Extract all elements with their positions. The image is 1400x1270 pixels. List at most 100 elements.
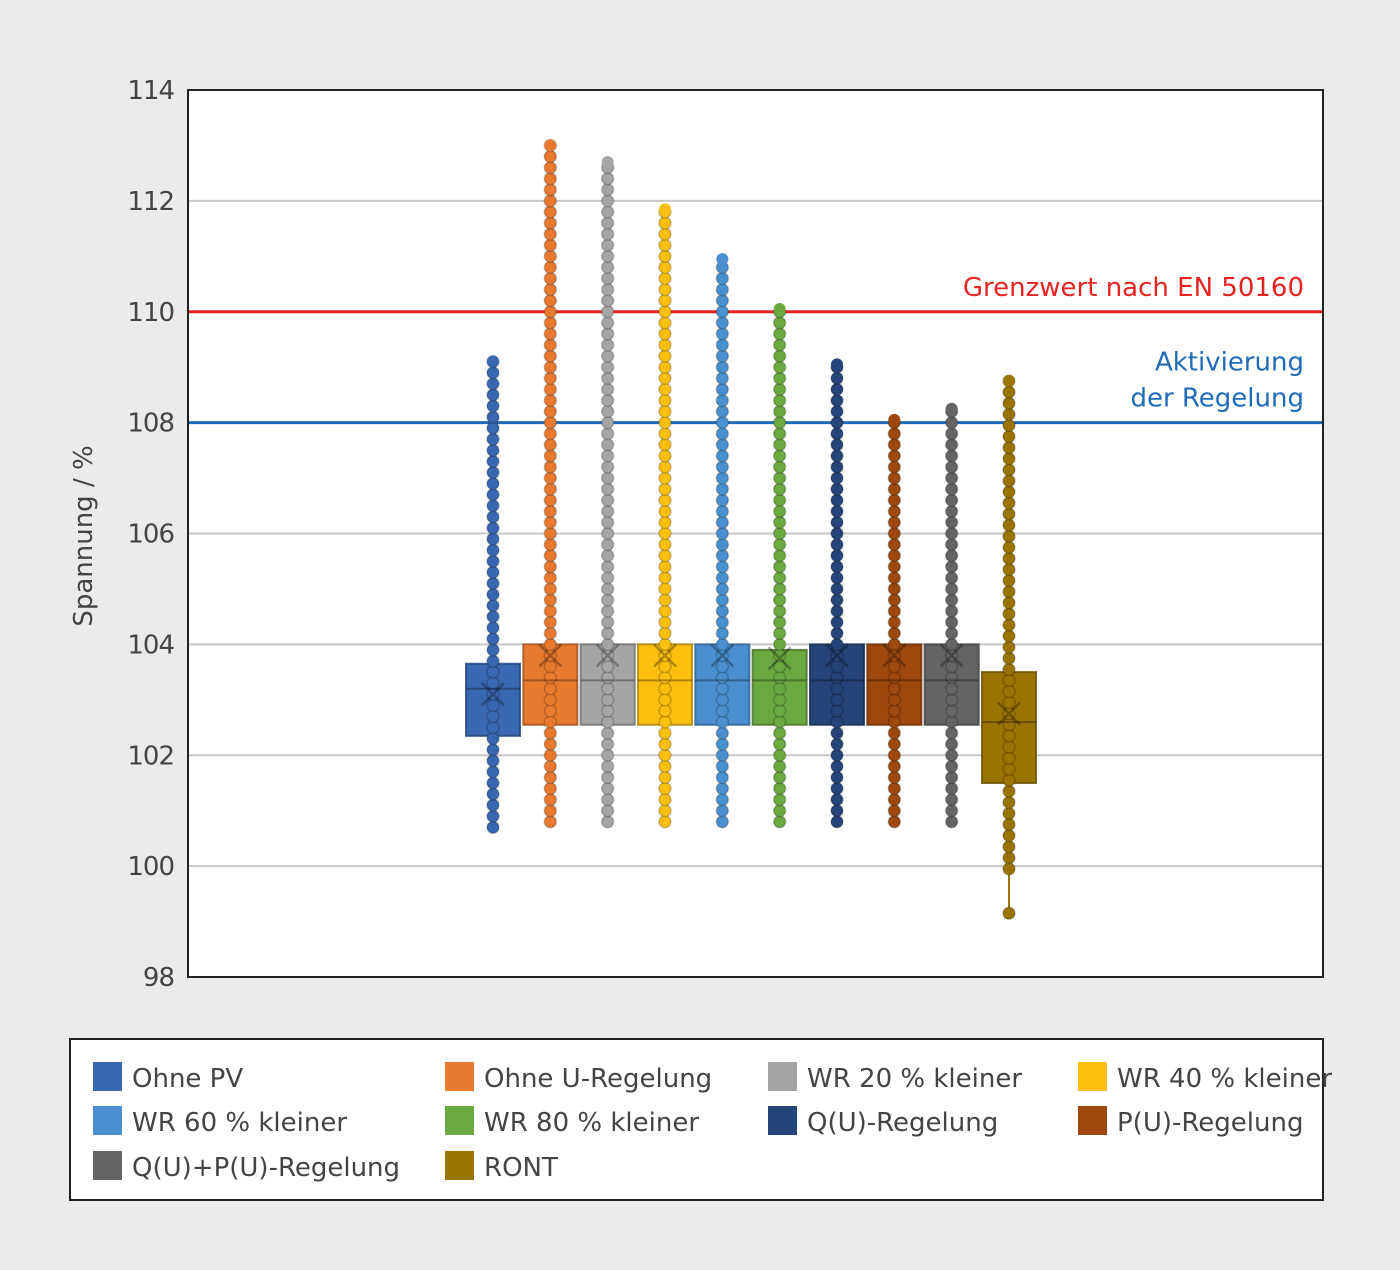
- legend-swatch: [93, 1062, 122, 1091]
- data-point: [715, 737, 730, 751]
- data-point: [658, 526, 672, 541]
- data-point: [486, 643, 500, 657]
- data-point: [830, 659, 844, 674]
- data-point: [1002, 839, 1016, 854]
- data-point: [543, 482, 558, 496]
- data-point: [830, 715, 844, 729]
- data-point: [658, 748, 672, 762]
- data-point: [658, 626, 672, 641]
- data-point: [600, 770, 615, 785]
- data-point: [830, 792, 844, 807]
- data-point: [600, 659, 615, 674]
- y-tick-label: 112: [127, 187, 174, 217]
- data-point: [600, 803, 615, 818]
- mean-marker: [825, 643, 849, 668]
- data-point: [772, 327, 787, 341]
- data-point: [543, 571, 558, 585]
- data-point: [715, 349, 730, 363]
- data-point: [772, 471, 787, 485]
- data-point: [830, 415, 844, 430]
- data-point: [944, 659, 959, 674]
- data-point: [543, 526, 558, 541]
- data-point: [887, 438, 902, 452]
- data-point: [772, 737, 787, 751]
- data-point: [1002, 596, 1016, 610]
- data-point: [543, 426, 558, 441]
- data-point: [543, 194, 558, 208]
- data-point: [543, 360, 558, 374]
- mean-marker: [538, 643, 563, 668]
- legend-label: WR 60 % kleiner: [132, 1108, 347, 1138]
- legend-item: Ohne PV: [93, 1062, 243, 1094]
- data-point: [887, 615, 902, 629]
- data-point: [486, 676, 500, 690]
- data-point: [1002, 651, 1016, 665]
- data-point: [658, 604, 672, 618]
- data-point: [944, 515, 959, 530]
- data-point: [658, 449, 672, 463]
- data-point: [772, 748, 787, 762]
- data-point: [486, 698, 500, 713]
- data-point: [486, 465, 500, 480]
- data-point: [772, 371, 787, 386]
- data-point: [486, 665, 500, 679]
- data-point: [772, 493, 787, 507]
- data-point: [715, 482, 730, 496]
- data-point: [1002, 529, 1016, 544]
- data-point: [600, 426, 615, 441]
- data-point: [715, 748, 730, 762]
- data-point: [1002, 462, 1016, 477]
- data-point: [658, 415, 672, 430]
- data-point: [772, 815, 787, 829]
- data-point: [658, 571, 672, 585]
- data-point: [543, 770, 558, 785]
- data-point: [543, 548, 558, 563]
- data-point: [715, 460, 730, 474]
- data-point: [600, 571, 615, 585]
- data-point: [1002, 562, 1016, 577]
- data-point: [715, 338, 730, 352]
- data-point: [658, 216, 672, 230]
- data-point: [658, 493, 672, 507]
- data-point: [658, 305, 672, 319]
- data-point: [600, 670, 615, 685]
- data-point: [772, 438, 787, 452]
- box-series: [637, 203, 693, 829]
- data-point: [486, 709, 500, 724]
- data-point: [944, 548, 959, 563]
- data-point: [600, 227, 615, 241]
- legend-item: RONT: [445, 1151, 558, 1183]
- data-point: [486, 388, 500, 402]
- data-point: [486, 576, 500, 591]
- data-point: [600, 393, 615, 408]
- data-point: [772, 681, 787, 696]
- legend-item: Q(U)-Regelung: [768, 1106, 998, 1138]
- data-point: [944, 815, 959, 829]
- data-point: [715, 604, 730, 618]
- y-axis-label: Spannung / %: [69, 445, 99, 626]
- data-point: [658, 382, 672, 397]
- data-point: [543, 704, 558, 718]
- legend-swatch: [445, 1062, 474, 1091]
- data-point: [715, 593, 730, 607]
- data-point: [772, 770, 787, 785]
- data-point: [543, 382, 558, 397]
- data-point: [772, 338, 787, 352]
- data-point: [772, 449, 787, 463]
- data-point: [543, 737, 558, 751]
- data-point: [543, 803, 558, 818]
- data-point: [600, 194, 615, 208]
- data-point: [600, 704, 615, 718]
- data-point: [772, 715, 787, 729]
- legend-label: Ohne PV: [132, 1064, 243, 1094]
- data-point: [715, 781, 730, 796]
- data-point: [658, 282, 672, 297]
- data-point: [543, 471, 558, 485]
- data-point: [600, 338, 615, 352]
- data-point: [543, 815, 558, 829]
- data-point: [944, 504, 959, 519]
- data-point: [543, 515, 558, 530]
- data-point: [486, 754, 500, 768]
- data-point: [715, 815, 730, 829]
